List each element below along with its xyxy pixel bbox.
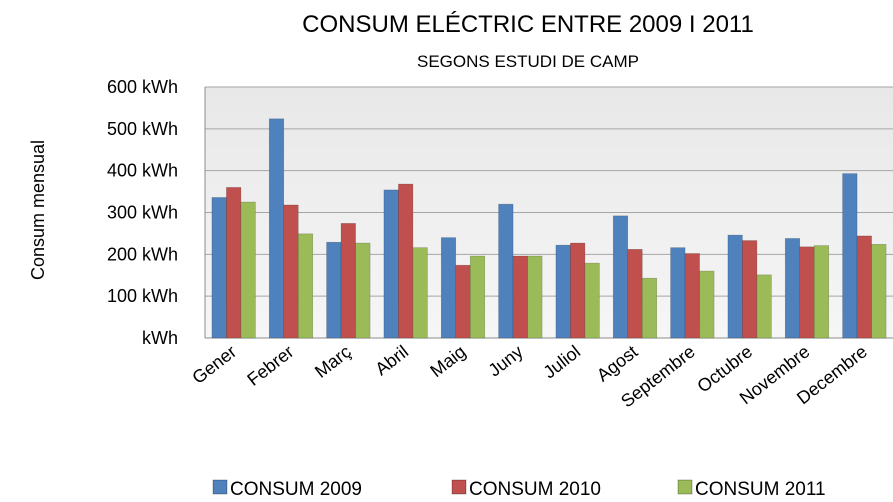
y-tick-label: 400 kWh: [107, 161, 178, 181]
bar: [684, 253, 700, 339]
bar: [813, 245, 830, 339]
bar: [612, 215, 629, 339]
bar: [355, 242, 371, 339]
x-tick-label: Agost: [593, 341, 642, 385]
bar: [871, 243, 887, 339]
legend: CONSUM 2009 CONSUM 2010 CONSUM 2011: [212, 479, 826, 500]
bar: [326, 241, 342, 339]
bar: [240, 201, 256, 339]
bar: [412, 247, 428, 339]
y-tick-label: 600 kWh: [107, 77, 178, 97]
bar: [570, 242, 586, 339]
bar: [699, 270, 715, 339]
legend-swatch: [212, 479, 228, 495]
legend-swatch: [677, 479, 693, 495]
bar: [742, 240, 758, 339]
x-tick-label: Març: [311, 341, 355, 381]
bar: [340, 223, 356, 339]
bar: [226, 187, 242, 339]
plot-area: kWh 100 kWh 200 kWh 300 kWh 400 kWh 500 kWh 60…: [107, 77, 893, 411]
bar: [469, 255, 486, 339]
bar: [398, 183, 414, 339]
y-tick-label: 200 kWh: [107, 244, 178, 264]
bar: [799, 246, 815, 339]
bar: [756, 274, 772, 339]
x-tick-label: Abril: [371, 341, 412, 379]
legend-swatch: [451, 479, 467, 495]
chart-title: CONSUM ELÉCTRIC ENTRE 2009 I 2011: [302, 11, 754, 38]
bar: [512, 255, 528, 339]
bar: [440, 237, 457, 339]
bar: [584, 262, 600, 339]
bar: [555, 244, 571, 339]
bar: [383, 189, 399, 339]
y-tick-label: 300 kWh: [107, 203, 178, 223]
bar: [283, 204, 299, 339]
bar: [211, 197, 227, 339]
y-tick-label: kWh: [142, 328, 178, 348]
chart-subtitle: SEGONS ESTUDI DE CAMP: [417, 52, 639, 71]
bar: [627, 249, 643, 339]
x-tick-label: Maig: [426, 341, 469, 381]
legend-label: CONSUM 2010: [469, 479, 601, 500]
bar: [641, 277, 658, 339]
x-tick-label: Gener: [188, 341, 240, 388]
bar: [268, 118, 285, 339]
bar: [297, 233, 314, 339]
bar: [498, 203, 514, 339]
bar: [784, 238, 801, 339]
x-tick-label: Juliol: [539, 341, 584, 382]
legend-label: CONSUM 2009: [230, 479, 362, 500]
bar: [670, 247, 686, 339]
bar: [455, 264, 471, 339]
x-tick-label: Juny: [485, 341, 527, 380]
bar: [842, 173, 858, 339]
y-axis-label: Consum mensual: [28, 140, 48, 280]
y-tick-label: 500 kWh: [107, 119, 178, 139]
y-tick-label: 100 kWh: [107, 286, 178, 306]
bar: [856, 235, 872, 339]
bar: [727, 234, 743, 339]
legend-label: CONSUM 2011: [695, 479, 826, 500]
x-tick-label: Febrer: [243, 341, 297, 389]
bar: [527, 255, 543, 339]
